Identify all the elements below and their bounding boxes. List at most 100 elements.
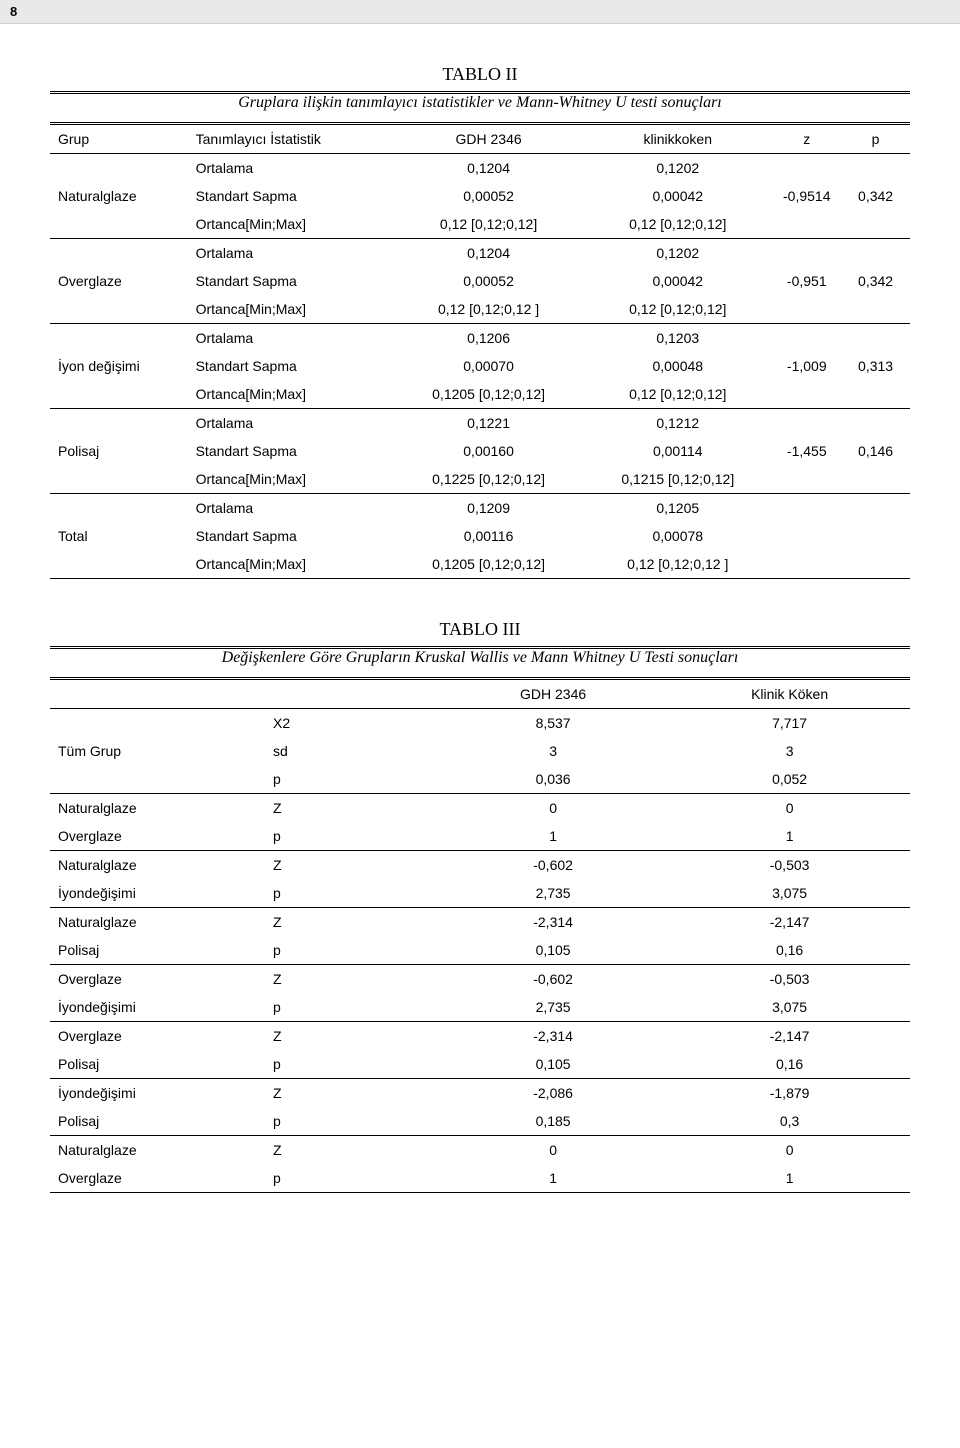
group-name: Naturalglaze xyxy=(50,851,265,880)
cell-klinik: 0,1205 xyxy=(583,494,772,523)
group-name-empty xyxy=(50,210,188,239)
cell-klinik: 0,052 xyxy=(669,765,910,794)
cell-gdh: 0,105 xyxy=(437,1050,669,1079)
cell-klinik: 0,12 [0,12;0,12] xyxy=(583,210,772,239)
group-name: Polisaj xyxy=(50,437,188,465)
table2-col-stat: Tanımlayıcı İstatistik xyxy=(188,124,394,154)
cell-gdh: 0 xyxy=(437,1136,669,1165)
cell-p: 0,342 xyxy=(841,267,910,295)
cell-p: 0,146 xyxy=(841,437,910,465)
group-name: Polisaj xyxy=(50,936,265,965)
cell-klinik: 0,00078 xyxy=(583,522,772,550)
table2-col-z: z xyxy=(772,124,841,154)
table-row: NaturalglazeZ-0,602-0,503 xyxy=(50,851,910,880)
group-name-empty xyxy=(50,324,188,353)
cell-gdh: 2,735 xyxy=(437,879,669,908)
group-name: Overglaze xyxy=(50,1022,265,1051)
stat-label: Ortanca[Min;Max] xyxy=(188,465,394,494)
cell-klinik: -2,147 xyxy=(669,1022,910,1051)
page-content: TABLO II Gruplara ilişkin tanımlayıcı is… xyxy=(0,24,960,1233)
stat-label: p xyxy=(265,879,437,908)
cell-gdh: 0,12 [0,12;0,12 ] xyxy=(394,295,583,324)
stat-label: Ortanca[Min;Max] xyxy=(188,295,394,324)
cell-gdh: 0,1204 xyxy=(394,239,583,268)
group-name-empty xyxy=(50,380,188,409)
group-name-empty xyxy=(50,550,188,579)
stat-label: Standart Sapma xyxy=(188,182,394,210)
group-name: Polisaj xyxy=(50,1050,265,1079)
cell-z: -1,009 xyxy=(772,352,841,380)
page-number-bar: 8 xyxy=(0,0,960,24)
cell-gdh: 0,00116 xyxy=(394,522,583,550)
table3-col-1 xyxy=(265,679,437,709)
cell-klinik: 0,16 xyxy=(669,1050,910,1079)
cell-gdh: 0,1221 xyxy=(394,409,583,438)
stat-label: sd xyxy=(265,737,437,765)
stat-label: Ortanca[Min;Max] xyxy=(188,550,394,579)
cell-gdh: 0,00070 xyxy=(394,352,583,380)
group-name-empty xyxy=(50,494,188,523)
stat-label: p xyxy=(265,822,437,851)
table-row: Polisajp0,1050,16 xyxy=(50,936,910,965)
group-name: Polisaj xyxy=(50,1107,265,1136)
cell-gdh: 0,1206 xyxy=(394,324,583,353)
table-row: İyon değişimiStandart Sapma0,000700,0004… xyxy=(50,352,910,380)
table-row: Polisajp0,1050,16 xyxy=(50,1050,910,1079)
cell-klinik: 0,12 [0,12;0,12] xyxy=(583,295,772,324)
table-row: X28,5377,717 xyxy=(50,709,910,738)
cell-klinik: 0,1215 [0,12;0,12] xyxy=(583,465,772,494)
group-name: Overglaze xyxy=(50,965,265,994)
table-row: Overglazep11 xyxy=(50,1164,910,1193)
cell-gdh: 1 xyxy=(437,1164,669,1193)
stat-label: p xyxy=(265,1164,437,1193)
cell-gdh: 0,1225 [0,12;0,12] xyxy=(394,465,583,494)
stat-label: Ortalama xyxy=(188,324,394,353)
table-row: Ortanca[Min;Max]0,12 [0,12;0,12 ]0,12 [0… xyxy=(50,295,910,324)
cell-z: -1,455 xyxy=(772,437,841,465)
table2-col-klinik: klinikkoken xyxy=(583,124,772,154)
table-row: OverglazeStandart Sapma0,000520,00042-0,… xyxy=(50,267,910,295)
group-name-empty xyxy=(50,409,188,438)
group-name-empty xyxy=(50,465,188,494)
table-row: Polisajp0,1850,3 xyxy=(50,1107,910,1136)
table-row: Ortanca[Min;Max]0,1205 [0,12;0,12]0,12 [… xyxy=(50,550,910,579)
group-name: Naturalglaze xyxy=(50,1136,265,1165)
cell-gdh: -0,602 xyxy=(437,851,669,880)
cell-gdh: 0 xyxy=(437,794,669,823)
cell-gdh: -0,602 xyxy=(437,965,669,994)
cell-klinik: 0,12 [0,12;0,12 ] xyxy=(583,550,772,579)
cell-gdh: 0,1209 xyxy=(394,494,583,523)
table-row: Tüm Grupsd33 xyxy=(50,737,910,765)
cell-klinik: -2,147 xyxy=(669,908,910,937)
group-name: Total xyxy=(50,522,188,550)
cell-klinik: -1,879 xyxy=(669,1079,910,1108)
stat-label: Standart Sapma xyxy=(188,352,394,380)
stat-label: Z xyxy=(265,1136,437,1165)
cell-gdh: -2,314 xyxy=(437,908,669,937)
table-row: Overglazep11 xyxy=(50,822,910,851)
stat-label: Standart Sapma xyxy=(188,267,394,295)
stat-label: Ortalama xyxy=(188,409,394,438)
cell-gdh: 0,036 xyxy=(437,765,669,794)
cell-gdh: 3 xyxy=(437,737,669,765)
table3: GDH 2346 Klinik Köken X28,5377,717Tüm Gr… xyxy=(50,677,910,1193)
stat-label: p xyxy=(265,993,437,1022)
group-name: İyondeğişimi xyxy=(50,879,265,908)
stat-label: Z xyxy=(265,1022,437,1051)
table-row: NaturalglazeStandart Sapma0,000520,00042… xyxy=(50,182,910,210)
table-row: PolisajStandart Sapma0,001600,00114-1,45… xyxy=(50,437,910,465)
cell-gdh: 0,185 xyxy=(437,1107,669,1136)
group-name xyxy=(50,765,265,794)
table-row: NaturalglazeZ-2,314-2,147 xyxy=(50,908,910,937)
group-name: Overglaze xyxy=(50,1164,265,1193)
group-name xyxy=(50,709,265,738)
cell-gdh: 0,105 xyxy=(437,936,669,965)
cell-klinik: 1 xyxy=(669,822,910,851)
cell-klinik: -0,503 xyxy=(669,965,910,994)
stat-label: Z xyxy=(265,965,437,994)
cell-klinik: 0,1202 xyxy=(583,239,772,268)
table-row: İyondeğişimip2,7353,075 xyxy=(50,993,910,1022)
table-row: p0,0360,052 xyxy=(50,765,910,794)
table2-caption: Gruplara ilişkin tanımlayıcı istatistikl… xyxy=(50,94,910,112)
table3-col-gdh: GDH 2346 xyxy=(437,679,669,709)
